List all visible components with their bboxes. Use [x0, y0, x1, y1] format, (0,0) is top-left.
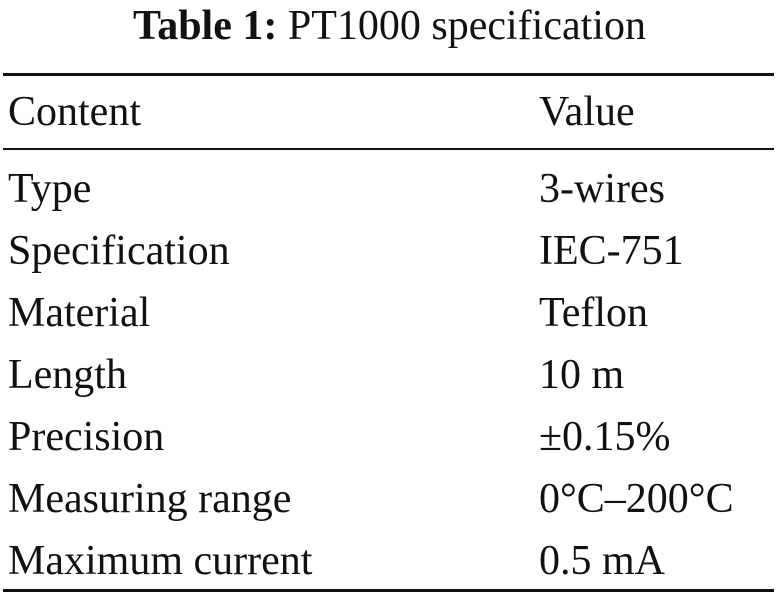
table-caption: Table 1: PT1000 specification: [0, 2, 779, 50]
table-body: Type 3-wires Specification IEC-751 Mater…: [0, 158, 779, 592]
row-value-cell: IEC-751: [539, 228, 684, 274]
caption-text: PT1000 specification: [287, 3, 646, 49]
table-row: Specification IEC-751: [0, 220, 779, 282]
table-row: Type 3-wires: [0, 158, 779, 220]
row-content-cell: Length: [8, 352, 127, 398]
table-row: Precision ±0.15%: [0, 406, 779, 468]
row-content-cell: Material: [8, 290, 151, 336]
row-value-cell: 0.5 mA: [539, 538, 665, 584]
table-row: Length 10 m: [0, 344, 779, 406]
table-bottom-rule: [3, 589, 774, 592]
header-content: Content: [8, 89, 141, 135]
row-content-cell: Specification: [8, 228, 230, 274]
row-content-cell: Precision: [8, 414, 165, 460]
row-content-cell: Maximum current: [8, 538, 313, 584]
row-value-cell: 10 m: [539, 352, 625, 398]
row-value-cell: 3-wires: [539, 166, 665, 212]
table-top-rule: [3, 73, 774, 76]
row-value-cell: ±0.15%: [539, 414, 671, 460]
row-value-cell: 0°C–200°C: [539, 476, 734, 522]
header-value: Value: [539, 89, 635, 135]
row-value-cell: Teflon: [539, 290, 649, 336]
caption-label: Table 1:: [133, 3, 278, 49]
table-row: Material Teflon: [0, 282, 779, 344]
table-row: Maximum current 0.5 mA: [0, 530, 779, 592]
row-content-cell: Measuring range: [8, 476, 292, 522]
table-header-rule: [3, 148, 774, 150]
table-header-row: Content Value: [0, 81, 779, 143]
table-row: Measuring range 0°C–200°C: [0, 468, 779, 530]
row-content-cell: Type: [8, 166, 92, 212]
